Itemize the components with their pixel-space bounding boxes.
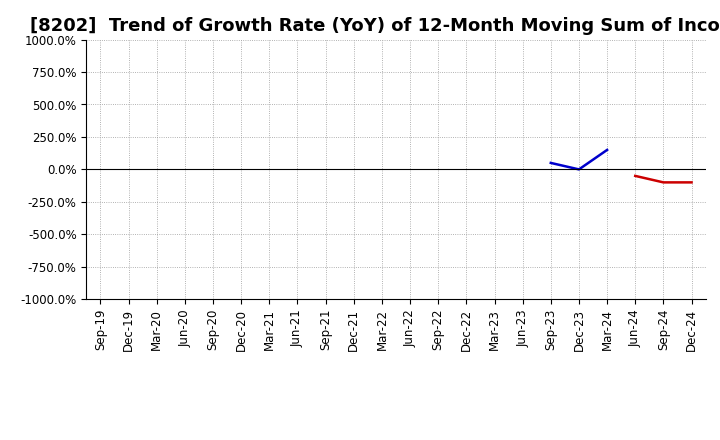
Ordinary Income Growth Rate: [575, 167, 583, 172]
Line: Ordinary Income Growth Rate: Ordinary Income Growth Rate: [551, 150, 607, 169]
Title: [8202]  Trend of Growth Rate (YoY) of 12-Month Moving Sum of Incomes: [8202] Trend of Growth Rate (YoY) of 12-…: [30, 17, 720, 35]
Ordinary Income Growth Rate: [546, 160, 555, 165]
Net Income Growth Rate: [687, 180, 696, 185]
Net Income Growth Rate: [631, 173, 639, 179]
Net Income Growth Rate: [659, 180, 667, 185]
Ordinary Income Growth Rate: [603, 147, 611, 153]
Line: Net Income Growth Rate: Net Income Growth Rate: [635, 176, 691, 182]
